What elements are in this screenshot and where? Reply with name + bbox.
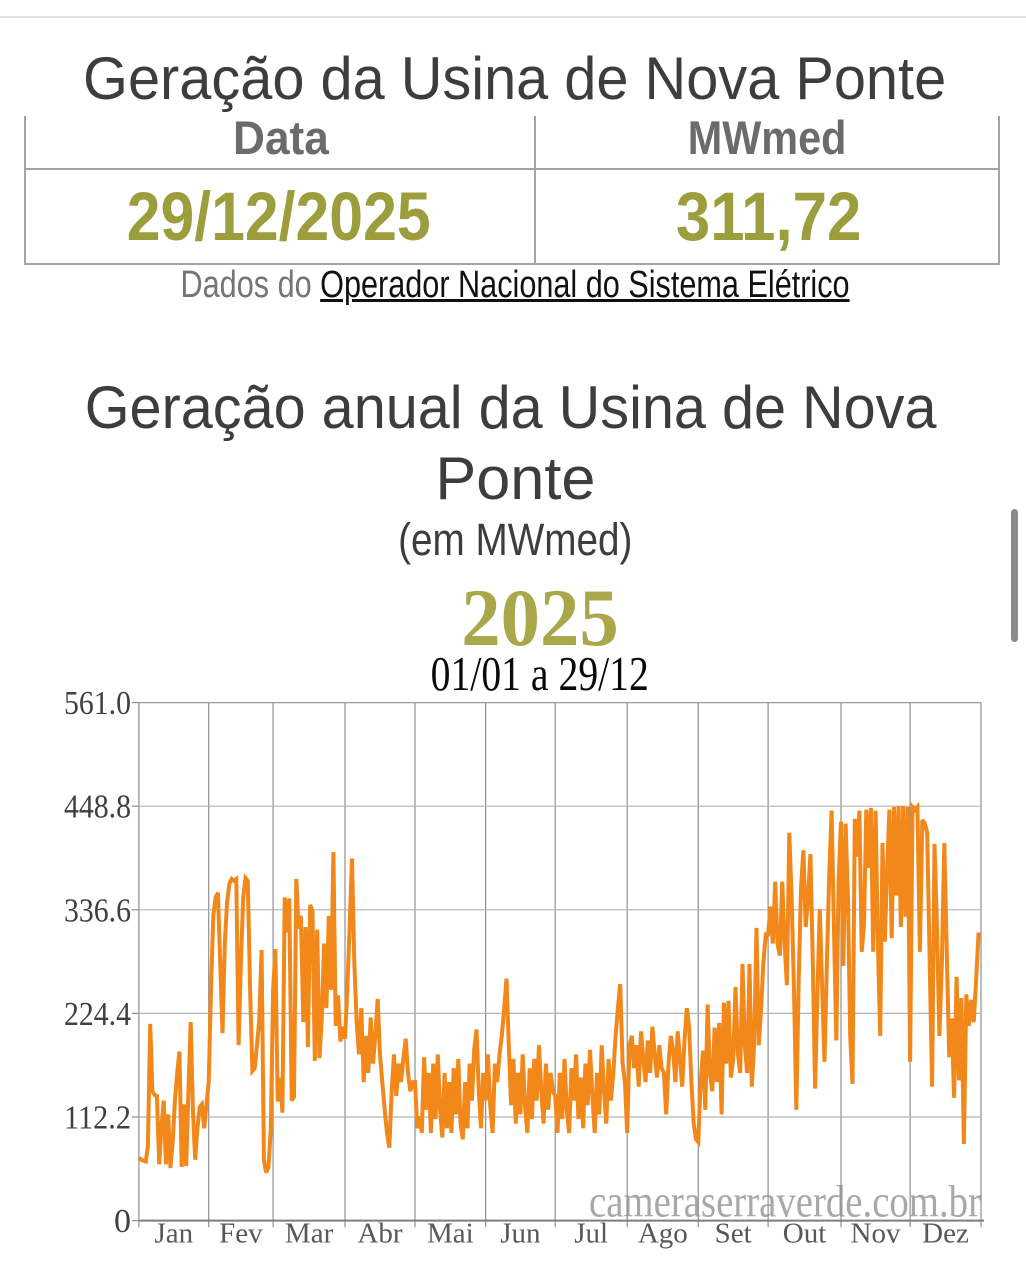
svg-text:336.6: 336.6: [64, 892, 131, 929]
svg-text:Out: Out: [783, 1218, 827, 1250]
svg-text:Fev: Fev: [219, 1218, 263, 1250]
svg-text:561.0: 561.0: [64, 685, 131, 722]
svg-text:112.2: 112.2: [64, 1100, 131, 1137]
svg-text:Set: Set: [715, 1218, 752, 1250]
svg-text:Jul: Jul: [574, 1218, 608, 1250]
svg-text:Abr: Abr: [357, 1218, 402, 1250]
svg-text:224.4: 224.4: [64, 996, 131, 1033]
svg-text:Dez: Dez: [922, 1218, 969, 1250]
svg-text:cameraserraverde.com.br: cameraserraverde.com.br: [589, 1176, 981, 1227]
svg-text:0: 0: [114, 1203, 131, 1240]
svg-text:Jun: Jun: [500, 1218, 541, 1250]
svg-text:Mar: Mar: [285, 1218, 334, 1250]
svg-text:Jan: Jan: [154, 1218, 193, 1250]
svg-text:Mai: Mai: [427, 1218, 474, 1250]
svg-text:Ago: Ago: [638, 1218, 688, 1250]
svg-text:Nov: Nov: [851, 1218, 901, 1250]
svg-text:448.8: 448.8: [64, 789, 131, 826]
